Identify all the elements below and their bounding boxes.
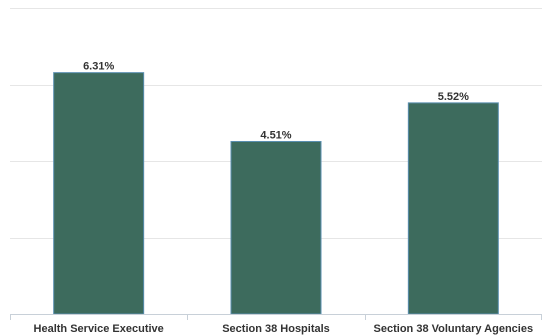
category-labels: Health Service Executive Section 38 Hospi… <box>34 323 534 335</box>
category-label: Section 38 Voluntary Agencies <box>374 323 534 335</box>
bars <box>53 72 499 315</box>
data-label: 6.31% <box>83 61 114 73</box>
data-labels: 6.31% 4.51% 5.52% <box>83 61 469 142</box>
category-label: Section 38 Hospitals <box>222 323 330 335</box>
data-label: 5.52% <box>438 91 469 103</box>
bar[interactable] <box>230 140 322 315</box>
category-label: Health Service Executive <box>34 323 164 335</box>
data-label: 4.51% <box>260 129 291 141</box>
bar[interactable] <box>53 72 145 315</box>
bar[interactable] <box>407 102 499 315</box>
